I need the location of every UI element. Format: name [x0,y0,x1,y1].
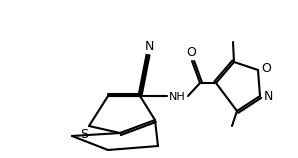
Text: NH: NH [169,92,185,102]
Text: S: S [80,128,88,142]
Text: N: N [144,40,154,52]
Text: N: N [263,89,273,103]
Text: O: O [261,61,271,75]
Text: O: O [186,46,196,60]
